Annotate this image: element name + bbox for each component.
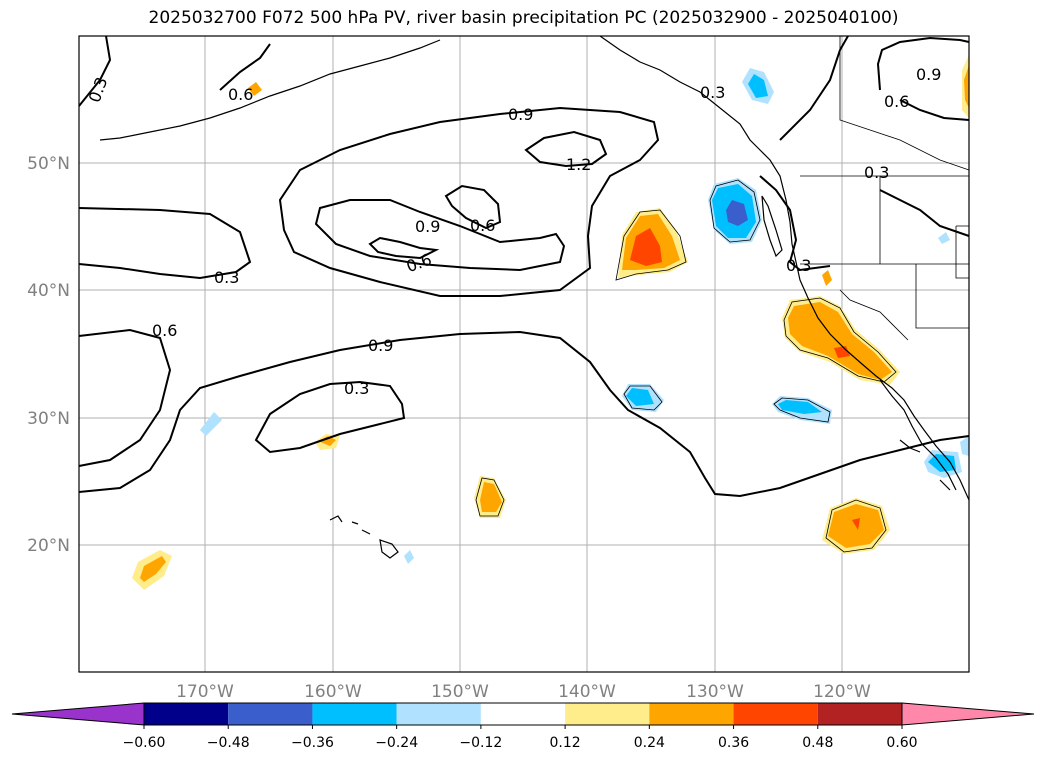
lon-label: 140°W <box>558 682 616 702</box>
pv-contour-0.6-inner <box>444 184 502 230</box>
coastlines <box>99 35 970 559</box>
lon-label: 170°W <box>176 682 234 702</box>
contour-label: 0.9 <box>508 105 533 124</box>
colorbar-segment <box>480 703 566 725</box>
political-borders <box>800 36 970 341</box>
colorbar-segment <box>733 703 818 725</box>
colorbar-frame <box>143 702 903 726</box>
colorbar: −0.60 −0.48 −0.36 −0.24 −0.12 0.12 0.24 0.36 0.4… <box>11 702 1035 751</box>
coast-north-america <box>599 35 970 501</box>
pv-contour-0.9-center <box>314 199 566 272</box>
pv-contour-0.9-ne2 <box>899 99 970 121</box>
coast-islands-pnw <box>761 195 783 258</box>
lon-label: 120°W <box>813 682 871 702</box>
colorbar-segment <box>228 703 313 725</box>
colorbar-tick-label: −0.36 <box>291 735 334 751</box>
contour-label: 0.3 <box>214 268 239 287</box>
colorbar-segment <box>649 703 734 725</box>
contour-label: 0.6 <box>228 85 253 104</box>
colorbar-tick-label: 0.24 <box>634 735 665 751</box>
pv-contour-0.3-loop <box>254 380 406 454</box>
map-title: 2025032700 F072 500 hPa PV, river basin … <box>148 8 899 28</box>
colorbar-tick-label: −0.60 <box>123 735 166 751</box>
lat-labels: 50°N 40°N 30°N 20°N <box>27 154 70 556</box>
colorbar-segment <box>396 703 481 725</box>
pv-contour-0.6-center <box>278 106 660 297</box>
pv-contour-0.3-north <box>78 207 252 280</box>
coast-baja <box>879 379 957 491</box>
colorbar-segment <box>565 703 650 725</box>
lat-label: 40°N <box>27 281 70 301</box>
contour-label: 0.6 <box>884 92 909 111</box>
coast-mexico <box>899 439 951 491</box>
lat-label: 20°N <box>27 536 70 556</box>
colorbar-tick-label: −0.24 <box>375 735 418 751</box>
colorbar-segment <box>312 703 397 725</box>
pv-contour-0.6-west <box>78 328 172 467</box>
colorbar-tick-label: 0.36 <box>718 735 749 751</box>
colorbar-tick-label: 0.60 <box>886 735 917 751</box>
pv-contour-0.3-south <box>78 330 970 498</box>
pv-contour-1.2 <box>368 236 440 260</box>
lat-label: 30°N <box>27 409 70 429</box>
pv-contour-0.6-nw <box>219 43 271 91</box>
contour-label: 1.2 <box>566 155 591 174</box>
colorbar-segment <box>144 703 229 725</box>
contour-label: 0.3 <box>700 83 725 102</box>
colorbar-tick-label: 0.12 <box>550 735 581 751</box>
lon-label: 130°W <box>686 682 744 702</box>
pv-contours <box>78 35 970 498</box>
map-frame <box>78 35 970 673</box>
contour-label: 0.9 <box>368 336 393 355</box>
colorbar-segment <box>817 703 902 725</box>
contour-label: 0.6 <box>470 216 495 235</box>
pv-contour-0.6-ne <box>876 36 970 91</box>
lat-label: 50°N <box>27 154 70 174</box>
coast-hawaii <box>329 515 399 559</box>
precip-shading <box>132 55 969 590</box>
pv-contour-0.9-inner <box>524 130 608 168</box>
contour-labels: 0.3 0.6 0.9 1.2 0.6 0.9 0.6 0.3 0.6 0.9 … <box>85 65 942 398</box>
colorbar-tick-label: −0.12 <box>459 735 502 751</box>
pv-contour-0.3-ne <box>759 175 831 272</box>
contour-label: 0.3 <box>864 163 889 182</box>
contour-label: 0.3 <box>786 256 811 275</box>
contour-label: 0.9 <box>415 217 440 236</box>
lon-labels: 170°W 160°W 150°W 140°W 130°W 120°W <box>176 682 871 702</box>
contour-label: 0.9 <box>916 65 941 84</box>
coast-aleutians <box>99 39 441 141</box>
colorbar-extend-max <box>901 702 1035 726</box>
colorbar-tick-label: 0.48 <box>802 735 833 751</box>
lon-label: 150°W <box>431 682 489 702</box>
colorbar-extend-min <box>11 702 145 726</box>
contour-label: 0.6 <box>152 321 177 340</box>
pv-contour-0.9-ne <box>779 35 849 141</box>
contour-label: 0.3 <box>344 379 369 398</box>
lon-label: 160°W <box>304 682 362 702</box>
colorbar-tick-label: −0.48 <box>207 735 250 751</box>
pv-contour-0.3-nw <box>78 35 112 107</box>
